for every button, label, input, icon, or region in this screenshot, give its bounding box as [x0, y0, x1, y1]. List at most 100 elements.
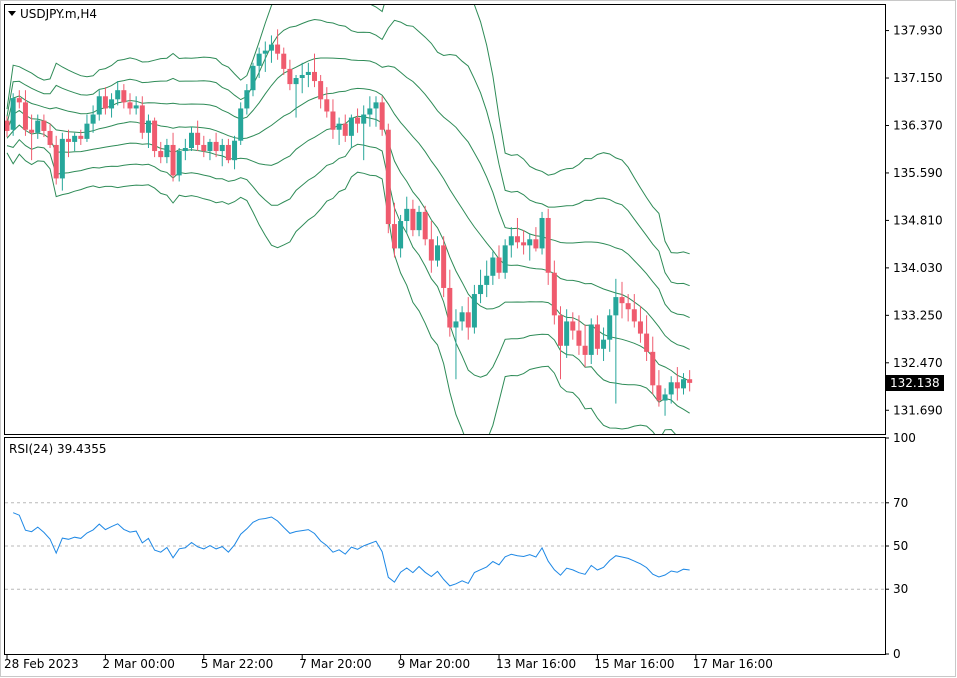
candle [398, 214, 404, 258]
candle-body [152, 120, 158, 152]
candle-body [225, 144, 231, 161]
candle-body [471, 294, 477, 328]
candle [256, 47, 262, 79]
band-middle [6, 87, 690, 350]
rsi-tick-label: 100 [893, 431, 916, 445]
price-tick-label: 135.590 [893, 166, 943, 180]
candle [176, 148, 182, 182]
candle [145, 114, 151, 148]
rsi-tick-label: 0 [893, 647, 901, 661]
candle-body [195, 132, 201, 145]
candle [668, 376, 674, 404]
candle-body [619, 297, 625, 304]
candle-body [59, 138, 65, 179]
candle [299, 62, 305, 94]
candle-body [607, 315, 613, 340]
candle-body [514, 236, 520, 243]
candle-body [570, 321, 576, 331]
candle-body [441, 245, 447, 288]
candle [391, 202, 397, 258]
candle [582, 324, 588, 368]
candle-body [435, 245, 440, 261]
candle [207, 138, 213, 161]
candle [312, 53, 317, 88]
candle-body [478, 284, 484, 295]
candle-body [10, 98, 16, 130]
candle-body [127, 102, 133, 109]
candle [422, 205, 428, 246]
candle-body [35, 120, 41, 133]
candle-body [182, 148, 188, 152]
candle-body [262, 50, 268, 54]
rsi-label: RSI(24) 39.4355 [9, 442, 107, 456]
candle [576, 315, 582, 355]
candle [293, 74, 299, 118]
candle [656, 370, 662, 407]
candle-body [102, 96, 108, 109]
candle [355, 108, 361, 133]
candle [158, 141, 164, 164]
candles [5, 29, 693, 416]
candle [348, 114, 354, 148]
candle [465, 297, 471, 340]
rsi-tick-label: 50 [893, 539, 908, 553]
candle-body [275, 44, 281, 54]
candle [47, 123, 53, 148]
candle [410, 199, 416, 237]
candle-body [158, 151, 164, 158]
candle [379, 96, 385, 136]
candle [361, 105, 367, 161]
candle [29, 114, 35, 161]
candle-body [189, 132, 194, 148]
candle-body [428, 239, 434, 261]
candle-body [305, 71, 311, 75]
dropdown-triangle-icon[interactable] [8, 11, 16, 16]
candle [570, 312, 576, 340]
candle [687, 370, 693, 392]
candle-body [459, 312, 465, 322]
candle-body [631, 309, 637, 322]
candle-body [367, 108, 373, 115]
candle [127, 93, 133, 115]
rsi-tick-label: 70 [893, 496, 908, 510]
price-tick-label: 136.370 [893, 118, 943, 132]
candle-body [422, 211, 428, 240]
candle-body [78, 135, 84, 139]
candle [484, 260, 490, 298]
candle [533, 227, 539, 252]
candle [435, 236, 440, 267]
candle [133, 96, 139, 115]
candle-body [391, 224, 397, 249]
candle [613, 278, 619, 404]
rsi-levels [5, 502, 885, 590]
candle-body [496, 257, 502, 273]
price-tick-label: 132.470 [893, 356, 943, 370]
candle [619, 281, 625, 319]
candle [625, 294, 631, 322]
candle-body [398, 221, 404, 249]
candle [674, 367, 680, 401]
candle-body [318, 81, 324, 100]
time-axis: 28 Feb 2023 2 Mar 00:00 5 Mar 22:00 7 Mar 2… [4, 654, 773, 671]
candle [521, 230, 527, 255]
rsi-axis: 100 70 50 30 0 [885, 431, 916, 661]
symbol-label[interactable]: USDJPY.m,H4 [20, 7, 97, 21]
candle [601, 327, 607, 361]
candle [232, 135, 238, 170]
candle-body [232, 140, 238, 161]
price-axis: 137.930 137.150 136.370 135.590 134.810 134.0… [885, 24, 943, 417]
candle [195, 120, 201, 152]
price-plot-area [4, 4, 886, 435]
candle [416, 205, 422, 237]
candle-body [268, 44, 274, 51]
candle [41, 114, 47, 138]
candle [514, 217, 520, 249]
candle [330, 99, 336, 139]
candle [275, 29, 281, 60]
candle-body [502, 245, 508, 273]
symbol-menu[interactable]: USDJPY.m,H4 [8, 7, 97, 21]
candle-body [176, 151, 182, 176]
candle [90, 105, 96, 133]
candle-body [355, 117, 361, 124]
